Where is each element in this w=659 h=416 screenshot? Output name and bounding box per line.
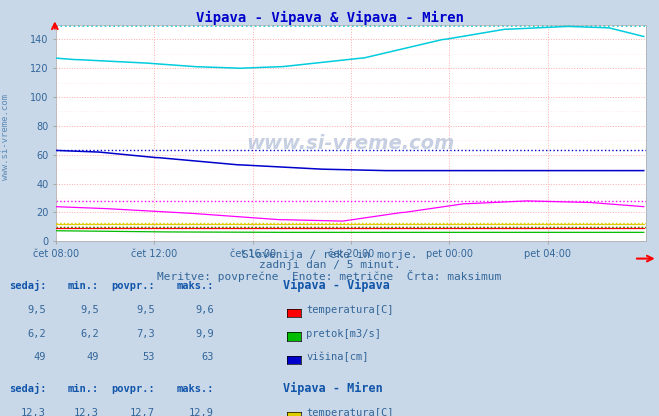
- Text: 9,6: 9,6: [196, 305, 214, 315]
- Text: 12,3: 12,3: [21, 408, 46, 416]
- Text: 49: 49: [86, 352, 99, 362]
- Text: povpr.:: povpr.:: [111, 281, 155, 291]
- Text: temperatura[C]: temperatura[C]: [306, 408, 394, 416]
- Text: Vipava - Miren: Vipava - Miren: [283, 382, 383, 395]
- Text: Vipava - Vipava & Vipava - Miren: Vipava - Vipava & Vipava - Miren: [196, 10, 463, 25]
- Text: višina[cm]: višina[cm]: [306, 352, 369, 362]
- Text: 12,7: 12,7: [130, 408, 155, 416]
- Text: min.:: min.:: [68, 281, 99, 291]
- Text: maks.:: maks.:: [177, 384, 214, 394]
- Text: sedaj:: sedaj:: [9, 280, 46, 291]
- Text: 9,5: 9,5: [136, 305, 155, 315]
- Text: 63: 63: [202, 352, 214, 362]
- Text: 53: 53: [142, 352, 155, 362]
- Text: 6,2: 6,2: [28, 329, 46, 339]
- Text: 9,9: 9,9: [196, 329, 214, 339]
- Text: 12,9: 12,9: [189, 408, 214, 416]
- Text: 7,3: 7,3: [136, 329, 155, 339]
- Text: povpr.:: povpr.:: [111, 384, 155, 394]
- Text: zadnji dan / 5 minut.: zadnji dan / 5 minut.: [258, 260, 401, 270]
- Text: www.si-vreme.com: www.si-vreme.com: [1, 94, 10, 180]
- Text: Slovenija / reke in morje.: Slovenija / reke in morje.: [242, 250, 417, 260]
- Text: Vipava - Vipava: Vipava - Vipava: [283, 279, 390, 292]
- Text: temperatura[C]: temperatura[C]: [306, 305, 394, 315]
- Text: 6,2: 6,2: [80, 329, 99, 339]
- Text: maks.:: maks.:: [177, 281, 214, 291]
- Text: min.:: min.:: [68, 384, 99, 394]
- Text: 49: 49: [34, 352, 46, 362]
- Text: 9,5: 9,5: [80, 305, 99, 315]
- Text: 9,5: 9,5: [28, 305, 46, 315]
- Text: Meritve: povprečne  Enote: metrične  Črta: maksimum: Meritve: povprečne Enote: metrične Črta:…: [158, 270, 501, 282]
- Text: www.si-vreme.com: www.si-vreme.com: [246, 134, 455, 154]
- Text: pretok[m3/s]: pretok[m3/s]: [306, 329, 382, 339]
- Text: sedaj:: sedaj:: [9, 383, 46, 394]
- Text: 12,3: 12,3: [74, 408, 99, 416]
